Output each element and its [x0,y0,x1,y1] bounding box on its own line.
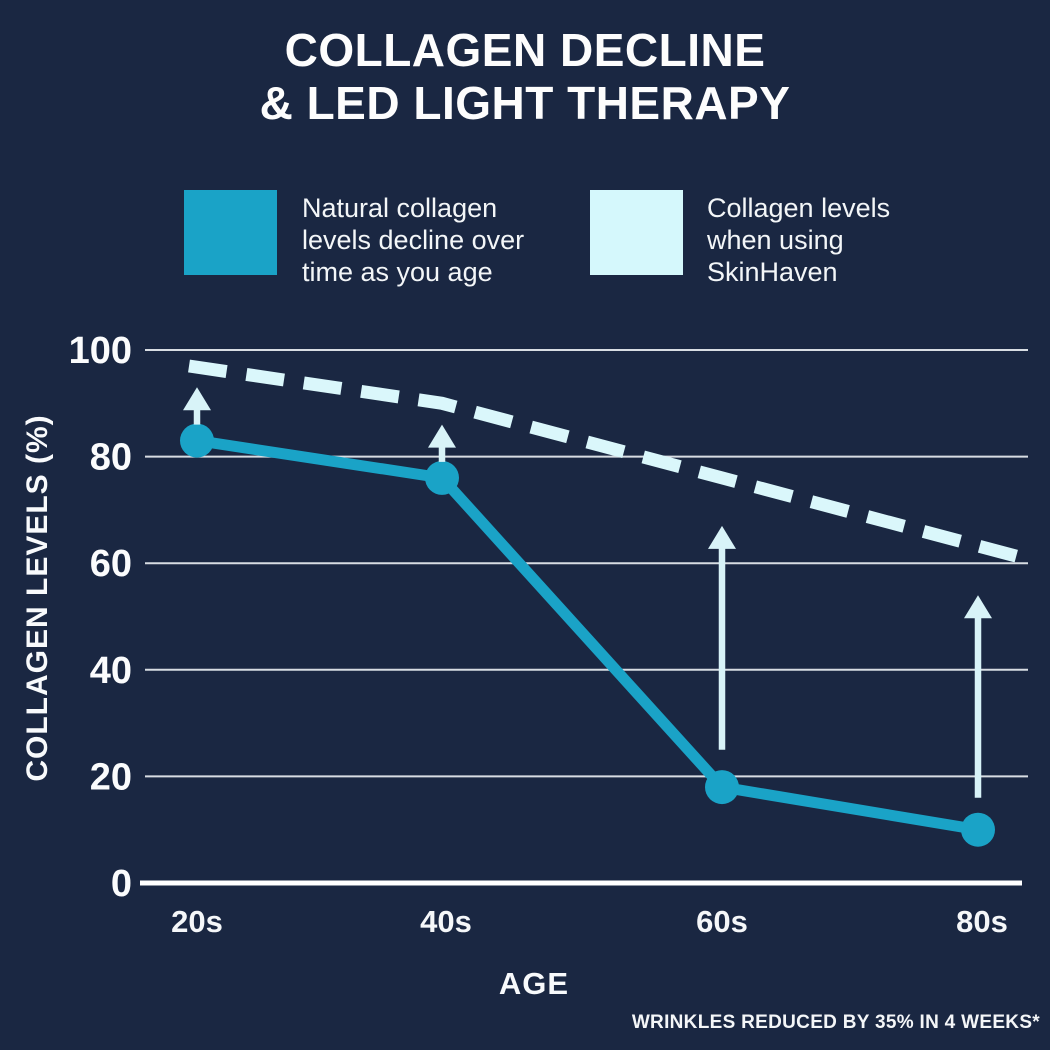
data-point-40s [425,460,459,495]
y-tick-label: 60 [90,543,132,585]
y-tick-label: 100 [69,330,132,372]
footnote: WRINKLES REDUCED BY 35% IN 4 WEEKS* [631,1012,1040,1033]
improvement-arrow-head-60s [708,525,736,549]
y-axis-title: COLLAGEN LEVELS (%) [21,414,54,782]
data-point-80s [961,812,995,847]
legend-label-line: time as you age [302,257,493,287]
x-tick-label-20s: 20s [171,904,223,939]
improvement-arrow-head-80s [964,595,992,619]
x-tick-label-40s: 40s [420,904,472,939]
legend-label-line: SkinHaven [707,257,838,287]
y-tick-label: 40 [90,650,132,692]
legend-swatch-natural-collagen [184,190,277,275]
page-title: COLLAGEN DECLINE & LED LIGHT THERAPY [0,24,1050,130]
legend-item-natural-collagen: Natural collagen levels decline over tim… [184,190,524,288]
data-point-20s [180,423,214,458]
x-tick-label-80s: 80s [956,904,1008,939]
natural-collagen-line [191,435,984,836]
x-axis-title: AGE [498,966,570,1001]
legend-label-natural-collagen: Natural collagen levels decline over tim… [302,192,524,288]
skinhaven-line [188,359,1025,565]
title-line-2: & LED LIGHT THERAPY [259,77,791,129]
data-point-60s [705,770,739,805]
legend-label-line: Natural collagen [302,193,498,223]
y-tick-label: 80 [90,437,132,479]
x-tick-label-60s: 60s [696,904,748,939]
title-line-1: COLLAGEN DECLINE [284,24,766,76]
legend-label-skinhaven: Collagen levels when using SkinHaven [707,192,890,288]
line-chart: 100 80 60 40 20 0 20s 40s 60s 80s [69,330,1028,939]
improvement-arrow-head-40s [428,424,456,448]
legend-label-line: levels decline over [302,225,525,255]
legend-item-skinhaven: Collagen levels when using SkinHaven [590,190,890,288]
legend-label-line: when using [707,225,844,255]
legend-label-line: Collagen levels [707,193,891,223]
y-tick-label: 0 [111,863,132,905]
y-tick-label: 20 [90,756,132,798]
improvement-arrow-head-20s [183,387,211,411]
legend-swatch-skinhaven [590,190,683,275]
